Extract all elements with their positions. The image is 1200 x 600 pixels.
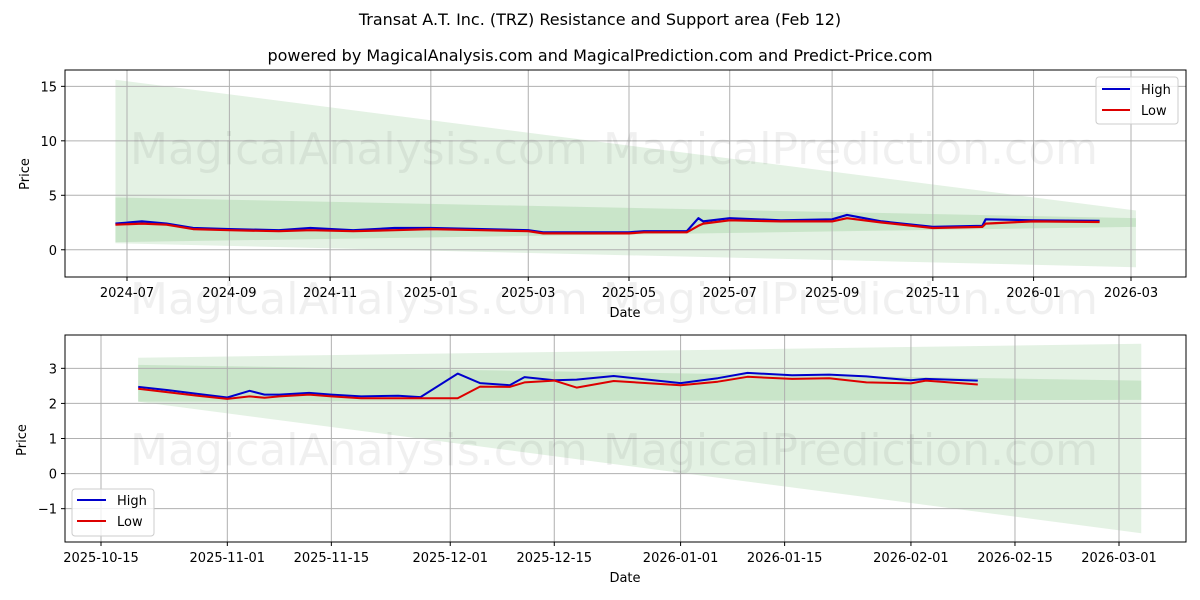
- ytick-label: 2: [49, 397, 57, 412]
- bottom-ylabel: Price: [15, 424, 30, 456]
- ytick-label: 3: [49, 362, 57, 377]
- xtick-label: 2024-09: [202, 286, 256, 301]
- bottom-chart-lines: [138, 371, 978, 400]
- legend-low-label: Low: [1141, 104, 1167, 119]
- legend-low-label-bottom: Low: [117, 515, 143, 530]
- ytick-label: −1: [38, 503, 57, 518]
- ytick-label: 15: [40, 80, 57, 95]
- top-chart: MagicalAnalysis.com MagicalPrediction.co…: [18, 69, 1187, 325]
- bottom-legend: High Low: [71, 488, 155, 537]
- top-chart-ticks: 0 5 10 15 2024-07 2024-09 2024-11 2025-01 2025-0…: [40, 80, 1158, 301]
- watermark-prediction-2: MagicalPrediction.com: [603, 274, 1098, 325]
- xtick-label: 2025-10-15: [63, 551, 139, 566]
- bottom-chart-grid: [65, 335, 1186, 542]
- top-xlabel: Date: [609, 306, 640, 321]
- xtick-label: 2026-02-01: [873, 551, 949, 566]
- bottom-chart: MagicalAnalysis.com MagicalPrediction.co…: [15, 334, 1187, 586]
- xtick-label: 2025-11-15: [294, 551, 370, 566]
- watermark-analysis-3: MagicalAnalysis.com: [130, 425, 588, 476]
- xtick-label: 2024-11: [303, 286, 357, 301]
- xtick-label: 2024-07: [100, 286, 154, 301]
- watermark-prediction: MagicalPrediction.com: [603, 124, 1098, 175]
- watermark-analysis-2: MagicalAnalysis.com: [130, 274, 588, 325]
- legend-high-label: High: [1141, 83, 1171, 98]
- series-low: [115, 217, 1100, 235]
- xtick-label: 2025-12-01: [412, 551, 488, 566]
- ytick-label: 0: [49, 468, 57, 483]
- xtick-label: 2025-11-01: [190, 551, 266, 566]
- ytick-label: 10: [40, 135, 57, 150]
- xtick-label: 2025-09: [805, 286, 859, 301]
- xtick-label: 2025-01: [404, 286, 458, 301]
- xtick-label: 2026-03: [1104, 286, 1158, 301]
- watermark-analysis: MagicalAnalysis.com: [130, 124, 588, 175]
- xtick-label: 2026-02-15: [977, 551, 1053, 566]
- series-low: [138, 375, 978, 400]
- bottom-xlabel: Date: [609, 571, 640, 586]
- chart-title: Transat A.T. Inc. (TRZ) Resistance and S…: [358, 10, 842, 29]
- bottom-chart-ticks: −1 0 1 2 3 2025-10-15 2025-11-01 2025-11-15 2025…: [38, 362, 1157, 566]
- top-chart-lines: [115, 213, 1100, 235]
- xtick-label: 2026-01-01: [643, 551, 719, 566]
- top-chart-frame: [64, 69, 1187, 278]
- watermark-prediction-3: MagicalPrediction.com: [603, 425, 1098, 476]
- series-high: [138, 371, 978, 399]
- ytick-label: 1: [49, 433, 57, 448]
- xtick-label: 2025-03: [501, 286, 555, 301]
- ytick-label: 5: [49, 189, 57, 204]
- ytick-label: 0: [49, 244, 57, 259]
- xtick-label: 2025-07: [703, 286, 757, 301]
- chart-subtitle: powered by MagicalAnalysis.com and Magic…: [267, 46, 933, 65]
- top-chart-grid: [65, 70, 1186, 277]
- xtick-label: 2025-05: [602, 286, 656, 301]
- xtick-label: 2025-11: [906, 286, 960, 301]
- legend-high-label-bottom: High: [117, 494, 147, 509]
- xtick-label: 2025-12-15: [516, 551, 592, 566]
- top-ylabel: Price: [18, 158, 33, 190]
- top-legend: High Low: [1095, 76, 1179, 125]
- xtick-label: 2026-03-01: [1081, 551, 1157, 566]
- xtick-label: 2026-01: [1006, 286, 1060, 301]
- xtick-label: 2026-01-15: [747, 551, 823, 566]
